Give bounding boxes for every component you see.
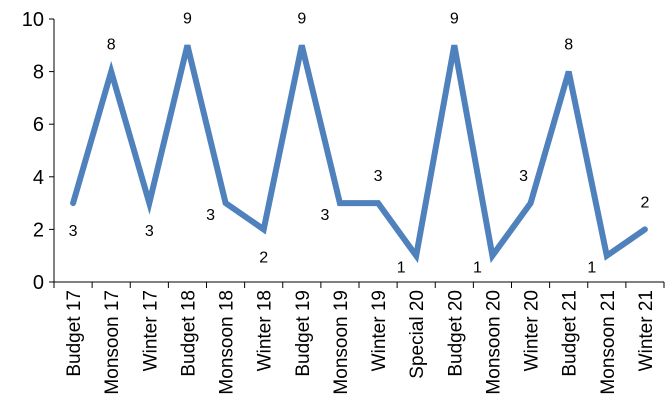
x-tick-label: Special 20 — [407, 290, 428, 379]
data-label: 2 — [640, 194, 649, 211]
data-label: 1 — [473, 260, 482, 277]
series-line — [70, 44, 648, 264]
data-label: 1 — [587, 260, 596, 277]
x-tick-label: Monsoon 17 — [102, 290, 123, 395]
y-tick-label: 10 — [22, 9, 44, 31]
data-label: 9 — [183, 10, 192, 27]
data-label: 3 — [519, 168, 528, 185]
x-tick-label: Budget 21 — [560, 290, 581, 377]
y-tick-label: 8 — [33, 62, 44, 84]
x-tick-label: Monsoon 18 — [217, 290, 238, 395]
x-tick-label: Winter 19 — [369, 290, 390, 371]
x-tick-label: Budget 19 — [293, 290, 314, 377]
data-label: 3 — [320, 207, 329, 224]
y-tick-label: 6 — [33, 114, 44, 136]
x-tick-label: Monsoon 21 — [598, 290, 619, 395]
data-label: 3 — [69, 223, 78, 240]
x-tick-label: Winter 20 — [522, 290, 543, 371]
data-label: 1 — [397, 260, 406, 277]
y-tick-label: 0 — [33, 272, 44, 294]
x-tick-label: Winter 21 — [636, 290, 657, 371]
series-line-layer — [70, 44, 648, 264]
x-tick-label: Monsoon 20 — [483, 290, 504, 395]
x-tick-label: Winter 17 — [140, 290, 161, 371]
data-label: 9 — [450, 10, 459, 27]
x-tick-label: Budget 20 — [445, 290, 466, 377]
x-tick-label: Monsoon 19 — [331, 290, 352, 395]
data-label: 3 — [145, 223, 154, 240]
x-tick-label: Winter 18 — [255, 290, 276, 371]
data-label: 2 — [259, 249, 268, 266]
data-label: 3 — [374, 168, 383, 185]
data-label: 3 — [206, 207, 215, 224]
y-tick-label: 2 — [33, 219, 44, 241]
data-label: 8 — [564, 37, 573, 54]
y-tick-label: 4 — [33, 167, 44, 189]
x-tick-label: Budget 17 — [64, 290, 85, 377]
x-tick-label: Budget 18 — [178, 290, 199, 377]
data-labels: 3 8 3 9 3 2 9 3 3 1 9 1 3 8 1 2 — [69, 10, 650, 276]
axes: 0 2 4 6 8 10 Budget 17 Monsoon 17 Winter 17 Budge… — [22, 9, 665, 395]
data-label: 9 — [297, 10, 306, 27]
data-label: 8 — [107, 37, 116, 54]
